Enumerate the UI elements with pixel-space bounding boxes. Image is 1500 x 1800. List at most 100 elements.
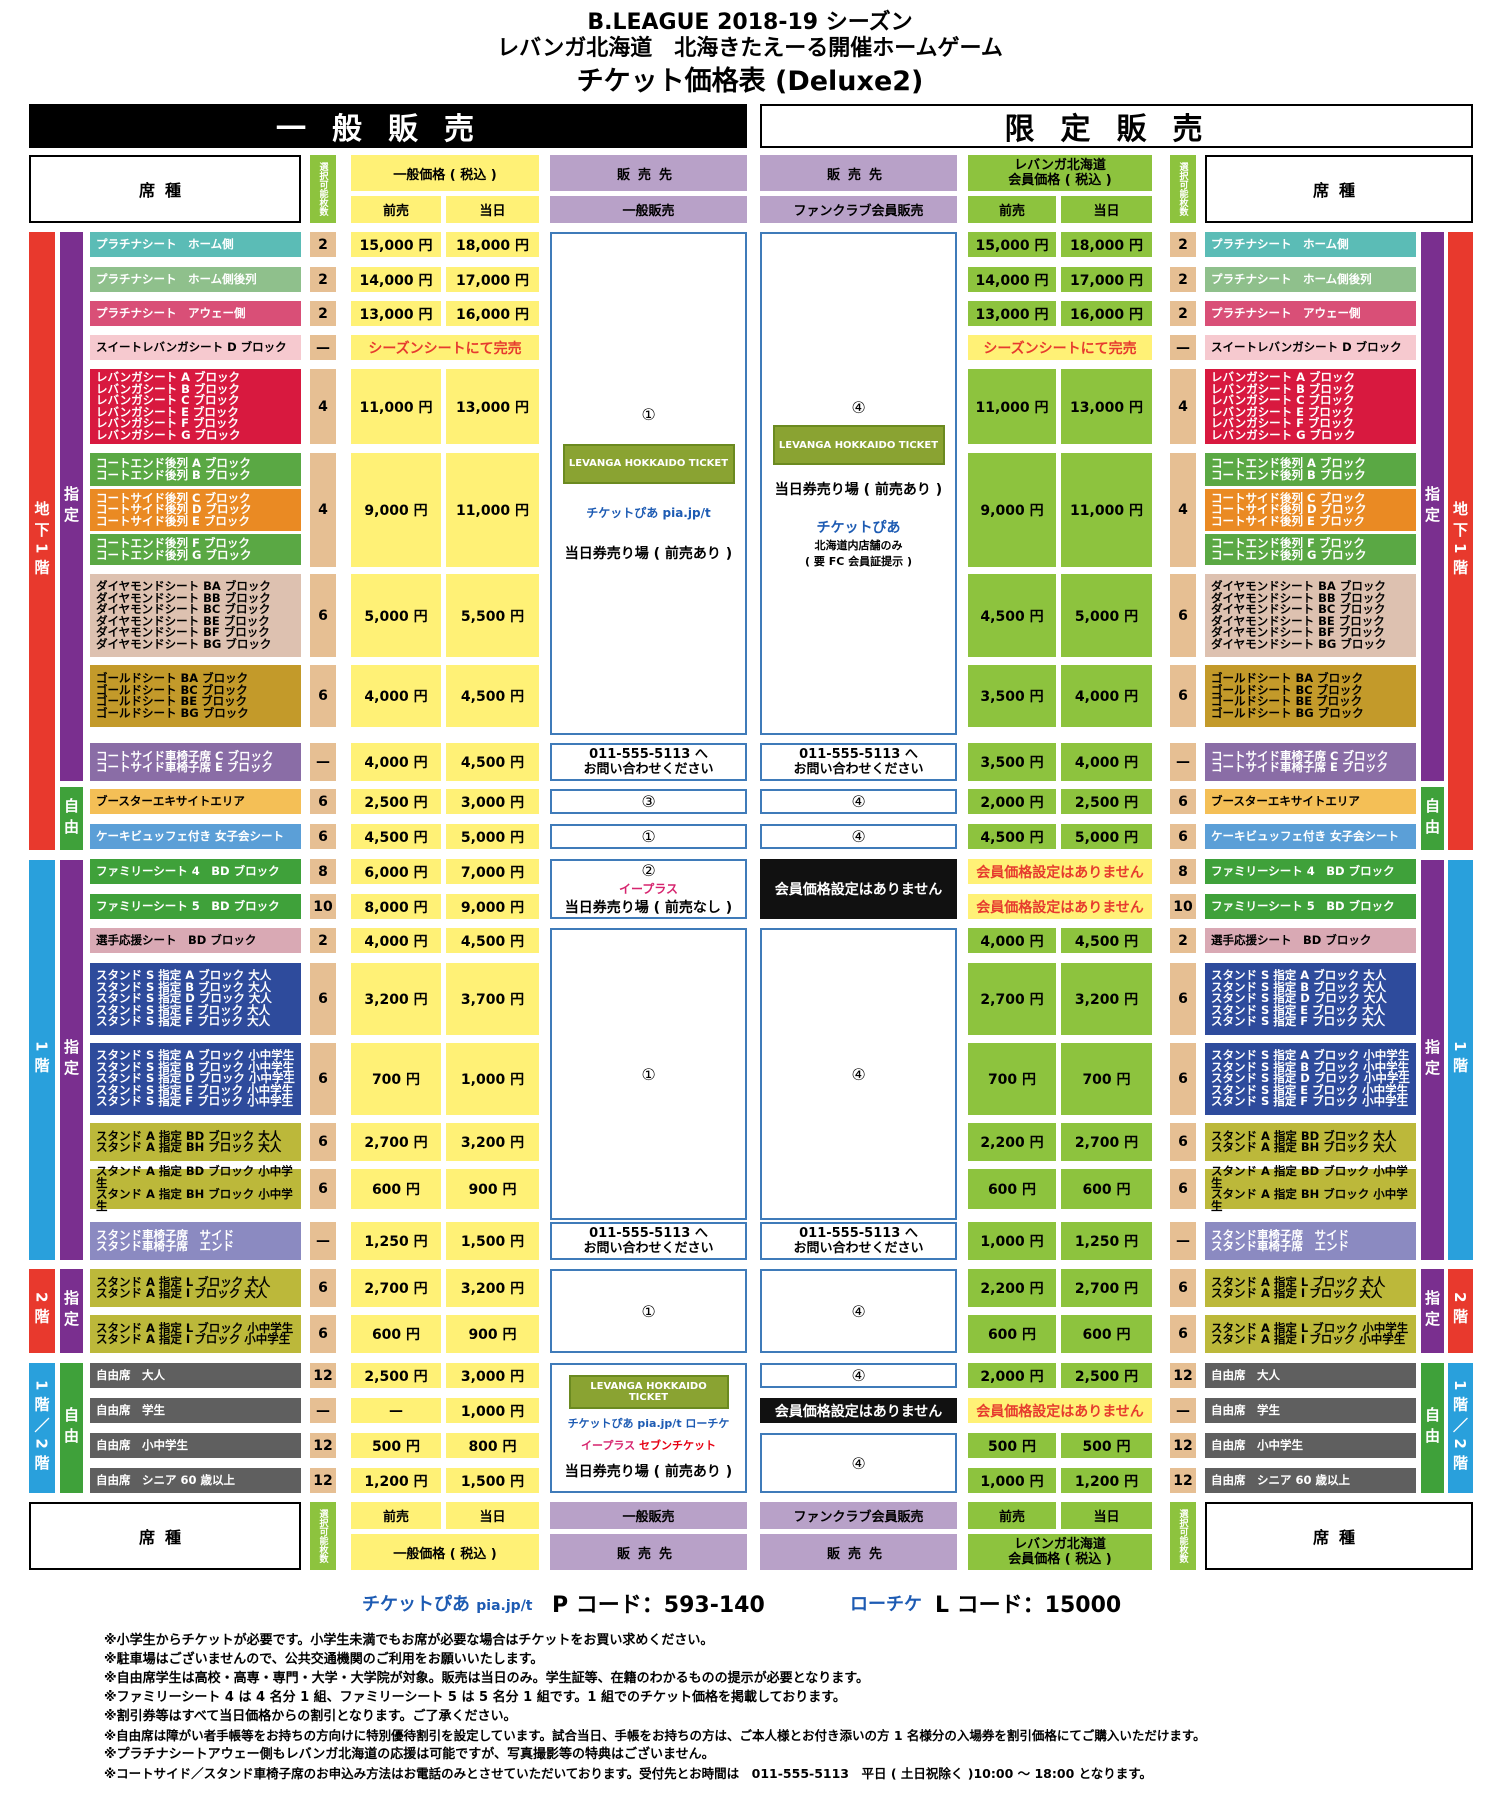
seat-name-left: スタンド車椅子席 サイド スタンド車椅子席 エンド <box>90 1222 301 1260</box>
member-sameday-price: 500 円 <box>1061 1433 1152 1458</box>
general-sameday-footer: 当日 <box>446 1502 539 1529</box>
member-sameday-price: 5,000 円 <box>1061 824 1152 849</box>
member-sameday-price: 18,000 円 <box>1061 232 1152 257</box>
seat-name-right: ファミリーシート 4 BD ブロック <box>1205 859 1416 884</box>
selectable-count-left: 4 <box>310 453 336 567</box>
selectable-count-left: 6 <box>310 824 336 849</box>
general-advance-price: 600 円 <box>351 1169 441 1209</box>
levanga-ticket-logo: LEVANGA HOKKAIDO TICKET <box>772 425 945 465</box>
selectable-count-left: 6 <box>310 665 336 727</box>
reserved-1-left: 指定 <box>60 860 83 1260</box>
general-sameday-price: 5,000 円 <box>446 824 539 849</box>
selectable-count-left: 2 <box>310 928 336 953</box>
member-advance-price: 600 円 <box>968 1315 1056 1353</box>
selectable-count-left: 2 <box>310 267 336 292</box>
limited-outlet-f2: ④ <box>760 1269 957 1353</box>
seat-name-right: スタンド車椅子席 サイド スタンド車椅子席 エンド <box>1205 1222 1416 1260</box>
member-advance-price: 2,000 円 <box>968 789 1056 814</box>
selectable-count-right: 2 <box>1170 232 1196 257</box>
general-sameday-price: 16,000 円 <box>446 301 539 326</box>
levanga-ticket-logo: LEVANGA HOKKAIDO TICKET <box>562 443 735 484</box>
general-sameday-price: 900 円 <box>446 1315 539 1353</box>
selectable-count-left: — <box>310 1398 336 1423</box>
general-advance-price: 1,200 円 <box>351 1468 441 1493</box>
fanclub-outlet-footer: ファンクラブ会員販売 <box>760 1502 957 1529</box>
selectable-count-right: 2 <box>1170 267 1196 292</box>
seat-name-left: レバンガシート A ブロック レバンガシート B ブロック レバンガシート C … <box>90 369 301 444</box>
general-advance-price: — <box>351 1398 441 1423</box>
limited-outlet-ladies: ④ <box>760 824 957 849</box>
seat-name-left: 自由席 シニア 60 歳以上 <box>90 1468 301 1493</box>
seat-name-left: 自由席 大人 <box>90 1363 301 1388</box>
outlet-number: ② <box>641 861 656 880</box>
inquiry-text: お問い合わせください <box>583 762 714 777</box>
floor-b1-left: 地下1階 <box>29 232 55 850</box>
limited-inquiry-f1: 011-555-5113 へ お問い合わせください <box>760 1222 957 1260</box>
general-sameday-price: 11,000 円 <box>446 453 539 567</box>
note-7: ※プラチナシートアウェー側もレバンガ北海道の応援は可能ですが、写真撮影等の特典は… <box>104 1747 715 1762</box>
seat-name-right: ダイヤモンドシート BA ブロック ダイヤモンドシート BB ブロック ダイヤモ… <box>1205 574 1416 657</box>
general-inquiry-f1: 011-555-5113 へ お問い合わせください <box>550 1222 747 1260</box>
lawson-logo-bottom: ローチケ <box>850 1594 922 1615</box>
member-advance-price: 14,000 円 <box>968 267 1056 292</box>
selectable-count-left: 6 <box>310 1269 336 1307</box>
floor-12-right: 1階／2階 <box>1448 1363 1473 1493</box>
free-b1-left: 自由 <box>60 787 83 850</box>
note-6: ※自由席は障がい者手帳等をお持ちの方向けに特別優待割引を設定しています。試合当日… <box>104 1728 1206 1743</box>
general-sale-banner: 一般販売 <box>29 104 747 148</box>
seat-name-right: ケーキビュッフェ付き 女子会シート <box>1205 824 1416 849</box>
hokkaido-only-text: 北海道内店舗のみ <box>814 539 903 552</box>
limited-no-member-price-family: 会員価格設定はありません <box>760 859 957 919</box>
member-advance-price: 2,200 円 <box>968 1269 1056 1307</box>
selectable-count-right: 10 <box>1170 894 1196 919</box>
member-price-header: レバンガ北海道 会員価格 ( 税込 ) <box>968 155 1152 191</box>
member-advance-price: 500 円 <box>968 1433 1056 1458</box>
free-b1-right: 自由 <box>1421 787 1444 850</box>
seat-name-right: 自由席 シニア 60 歳以上 <box>1205 1468 1416 1493</box>
selectable-count-right: 6 <box>1170 1169 1196 1209</box>
general-advance-price: 2,500 円 <box>351 1363 441 1388</box>
limited-inquiry-b1: 011-555-5113 へ お問い合わせください <box>760 743 957 781</box>
member-advance-price: 600 円 <box>968 1169 1056 1209</box>
sameday-counter-text: 当日券売り場 ( 前売あり ) <box>774 482 943 498</box>
reserved-2-right: 指定 <box>1421 1269 1444 1353</box>
member-sameday-price: 4,000 円 <box>1061 665 1152 727</box>
selectable-count-right: 6 <box>1170 789 1196 814</box>
seat-name-right: スタンド S 指定 A ブロック 小中学生 スタンド S 指定 B ブロック 小… <box>1205 1043 1416 1115</box>
eplus-seven-logo: イープラス セブンチケット <box>581 1439 716 1452</box>
selectable-footer-left: 選択可能枚数 <box>310 1502 336 1570</box>
general-price-footer: 一般価格 ( 税込 ) <box>351 1534 539 1570</box>
member-sameday-price: 16,000 円 <box>1061 301 1152 326</box>
general-sameday-price: 7,000 円 <box>446 859 539 884</box>
selectable-count-right: 2 <box>1170 928 1196 953</box>
member-advance-price: 2,700 円 <box>968 963 1056 1035</box>
seat-name-left: 自由席 小中学生 <box>90 1433 301 1458</box>
seat-name-right: スタンド S 指定 A ブロック 大人 スタンド S 指定 B ブロック 大人 … <box>1205 963 1416 1035</box>
seat-name-right: コートエンド後列 A ブロック コートエンド後列 B ブロック <box>1205 453 1416 486</box>
general-sameday-price: 1,000 円 <box>446 1043 539 1115</box>
general-advance-price: 700 円 <box>351 1043 441 1115</box>
seat-name-right: スタンド A 指定 L ブロック 大人 スタンド A 指定 I ブロック 大人 <box>1205 1269 1416 1307</box>
member-advance-footer: 前売 <box>968 1502 1056 1529</box>
note-4: ※ファミリーシート 4 は 4 名分 1 組、ファミリーシート 5 は 5 名分… <box>104 1690 846 1705</box>
member-sameday-price: 1,200 円 <box>1061 1468 1152 1493</box>
general-sameday-price: 13,000 円 <box>446 369 539 444</box>
general-advance-price: 8,000 円 <box>351 894 441 919</box>
seat-footer-right: 席種 <box>1205 1502 1473 1570</box>
seat-name-right: プラチナシート ホーム側後列 <box>1205 267 1416 292</box>
general-advance-price: 9,000 円 <box>351 453 441 567</box>
general-advance-price: 6,000 円 <box>351 859 441 884</box>
seat-name-left: コートサイド後列 C ブロック コートサイド後列 D ブロック コートサイド後列… <box>90 489 301 531</box>
general-sameday-price: 5,500 円 <box>446 574 539 657</box>
selectable-count-left: — <box>310 335 336 360</box>
pia-logo: チケットぴあ pia.jp/t ローチケ <box>567 1417 730 1430</box>
general-advance-footer: 前売 <box>351 1502 441 1529</box>
limited-no-member-price-student: 会員価格設定はありません <box>760 1398 957 1423</box>
selectable-count-right: 6 <box>1170 963 1196 1035</box>
general-sameday-price: 9,000 円 <box>446 894 539 919</box>
seat-footer-left: 席種 <box>29 1502 301 1570</box>
seat-name-right: レバンガシート A ブロック レバンガシート B ブロック レバンガシート C … <box>1205 369 1416 444</box>
sameday-counter-text: 当日券売り場 ( 前売あり ) <box>564 1464 733 1480</box>
limited-outlet-free-other: ④ <box>760 1433 957 1493</box>
selectable-count-left: 4 <box>310 369 336 444</box>
